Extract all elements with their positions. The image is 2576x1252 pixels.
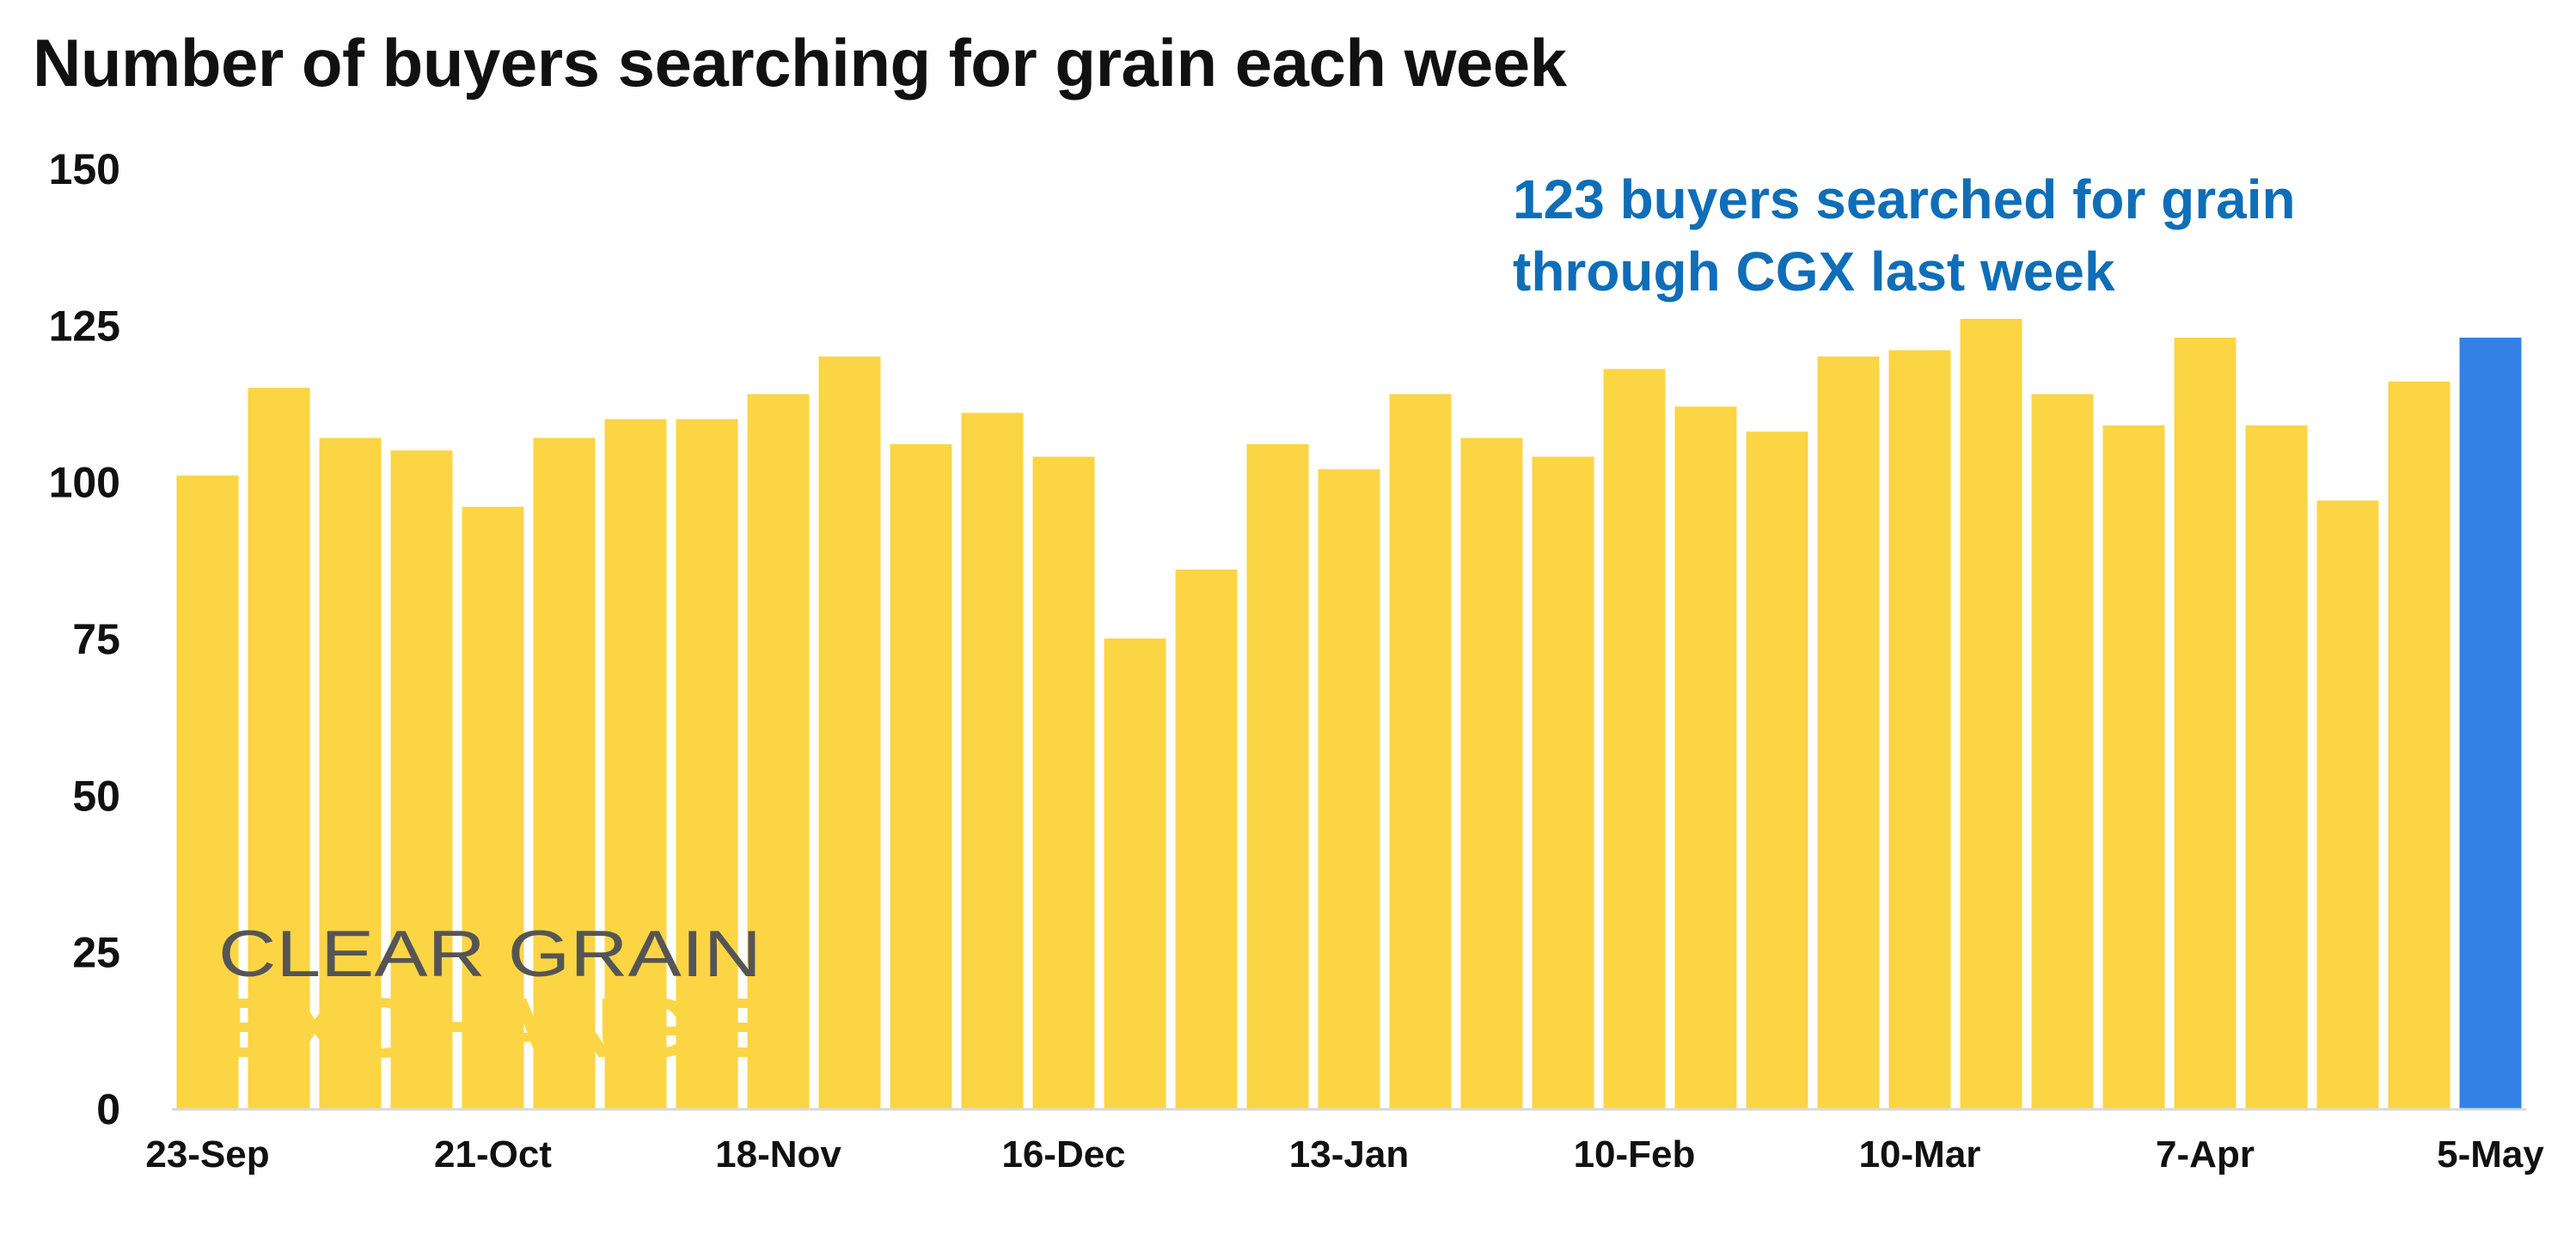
y-tick-label-75: 75	[72, 615, 120, 663]
bar-17-Mar	[1960, 319, 2022, 1108]
bar-7-Apr	[2174, 337, 2236, 1108]
annotation-callout: 123 buyers searched for grain through CG…	[1513, 163, 2372, 308]
annotation-line-2: through CGX last week	[1513, 241, 2115, 302]
bar-24-Feb	[1746, 431, 1808, 1108]
x-tick-label-21-Oct: 21-Oct	[434, 1133, 552, 1176]
bar-30-Dec	[1175, 569, 1238, 1108]
x-tick-label-10-Feb: 10-Feb	[1574, 1133, 1696, 1176]
bar-16-Dec	[1032, 456, 1095, 1108]
bar-4-Nov	[604, 418, 667, 1108]
bar-23-Dec	[1104, 638, 1166, 1108]
bar-14-Apr	[2245, 425, 2308, 1108]
clear-grain-exchange-logo: CLEAR GRAIN EXCHANGE	[218, 926, 762, 1072]
bar-5-May	[2459, 337, 2522, 1108]
x-tick-label-16-Dec: 16-Dec	[1001, 1133, 1125, 1176]
y-tick-label-100: 100	[49, 459, 120, 507]
bar-24-Mar	[2031, 394, 2094, 1109]
x-tick-label-5-May: 5-May	[2437, 1133, 2544, 1176]
bar-21-Apr	[2316, 500, 2379, 1108]
bar-23-Sep	[176, 475, 239, 1108]
bar-11-Nov	[676, 418, 738, 1108]
bar-7-Oct	[319, 437, 382, 1109]
y-tick-label-125: 125	[49, 302, 120, 350]
annotation-line-1: 123 buyers searched for grain	[1513, 168, 2296, 230]
y-tick-label-50: 50	[72, 772, 120, 820]
x-tick-label-23-Sep: 23-Sep	[145, 1133, 269, 1176]
x-tick-label-18-Nov: 18-Nov	[715, 1133, 841, 1176]
chart-title: Number of buyers searching for grain eac…	[33, 25, 1567, 101]
bar-3-Feb	[1532, 456, 1594, 1108]
bars-group	[176, 319, 2522, 1109]
bar-9-Dec	[961, 412, 1024, 1108]
y-axis-tick-labels: 0 25 50 75 100 125 150	[49, 145, 120, 1133]
bar-2-Dec	[890, 443, 952, 1108]
bar-10-Mar	[1888, 350, 1951, 1108]
bar-28-Apr	[2388, 382, 2451, 1108]
bar-10-Feb	[1603, 369, 1666, 1108]
bar-25-Nov	[818, 356, 881, 1108]
x-tick-label-13-Jan: 13-Jan	[1289, 1133, 1409, 1176]
bar-27-Jan	[1460, 437, 1523, 1109]
logo-text-clear-grain: CLEAR GRAIN	[218, 926, 762, 991]
x-tick-label-7-Apr: 7-Apr	[2156, 1133, 2255, 1176]
bar-28-Oct	[533, 437, 596, 1109]
bar-17-Feb	[1674, 406, 1737, 1109]
logo-text-exchange: EXCHANGE	[220, 980, 758, 1072]
y-tick-label-150: 150	[49, 145, 120, 193]
y-tick-label-0: 0	[96, 1085, 120, 1133]
y-tick-label-25: 25	[72, 929, 120, 977]
x-axis-tick-labels: 23-Sep 21-Oct 18-Nov 16-Dec 13-Jan 10-Feb 10-M…	[145, 1133, 2544, 1176]
bar-6-Jan	[1246, 443, 1309, 1108]
bar-14-Oct	[390, 450, 453, 1108]
bar-31-Mar	[2102, 425, 2165, 1108]
bar-20-Jan	[1389, 394, 1452, 1109]
bar-21-Oct	[462, 506, 524, 1108]
bar-3-Mar	[1817, 356, 1880, 1108]
bar-18-Nov	[747, 394, 810, 1109]
bar-13-Jan	[1318, 469, 1380, 1108]
x-tick-label-10-Mar: 10-Mar	[1859, 1133, 1981, 1176]
bar-30-Sep	[248, 388, 310, 1108]
